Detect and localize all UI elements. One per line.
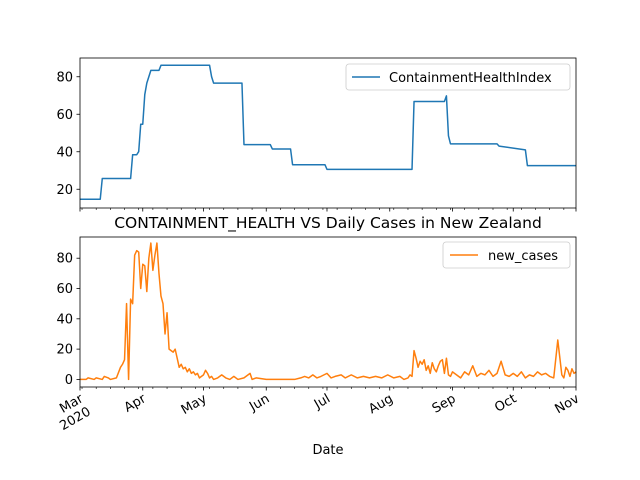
bottom-series-lines xyxy=(80,242,577,381)
top-y-axis: 20 40 60 80 xyxy=(56,70,80,198)
top-y-tick-label: 60 xyxy=(56,108,73,123)
top-y-tick-label: 20 xyxy=(56,183,73,198)
x-tick-label: Jul xyxy=(311,391,333,412)
top-series-lines xyxy=(80,64,576,200)
chart-title: CONTAINMENT_HEALTH VS Daily Cases in New… xyxy=(114,214,542,233)
top-chart-panel: 20 40 60 80 ContainmentHealthIndex xyxy=(56,57,577,212)
top-axes-frame xyxy=(79,57,577,209)
x-axis-label: Date xyxy=(312,443,343,458)
top-y-tick-label: 80 xyxy=(56,70,73,85)
bottom-legend-label: new_cases xyxy=(488,249,558,264)
bottom-series-line-0 xyxy=(80,242,577,381)
bottom-axes-frame xyxy=(79,236,577,388)
bottom-legend-box xyxy=(442,241,571,269)
bottom-y-tick-label: 0 xyxy=(65,373,73,388)
bottom-y-tick-label: 60 xyxy=(56,282,73,297)
bottom-legend: new_cases xyxy=(442,241,571,269)
top-legend-label: ContainmentHealthIndex xyxy=(389,71,552,86)
bottom-y-tick-label: 80 xyxy=(56,252,73,267)
top-legend: ContainmentHealthIndex xyxy=(345,63,571,91)
top-series-line-0 xyxy=(80,64,576,200)
top-legend-box xyxy=(345,63,571,91)
bottom-y-tick-label: 20 xyxy=(56,343,73,358)
bottom-y-tick-label: 40 xyxy=(56,312,73,327)
top-y-tick-label: 40 xyxy=(56,145,73,160)
x-tick-label-line: Jul xyxy=(311,391,333,412)
bottom-y-axis: 0 20 40 60 80 xyxy=(56,252,80,388)
